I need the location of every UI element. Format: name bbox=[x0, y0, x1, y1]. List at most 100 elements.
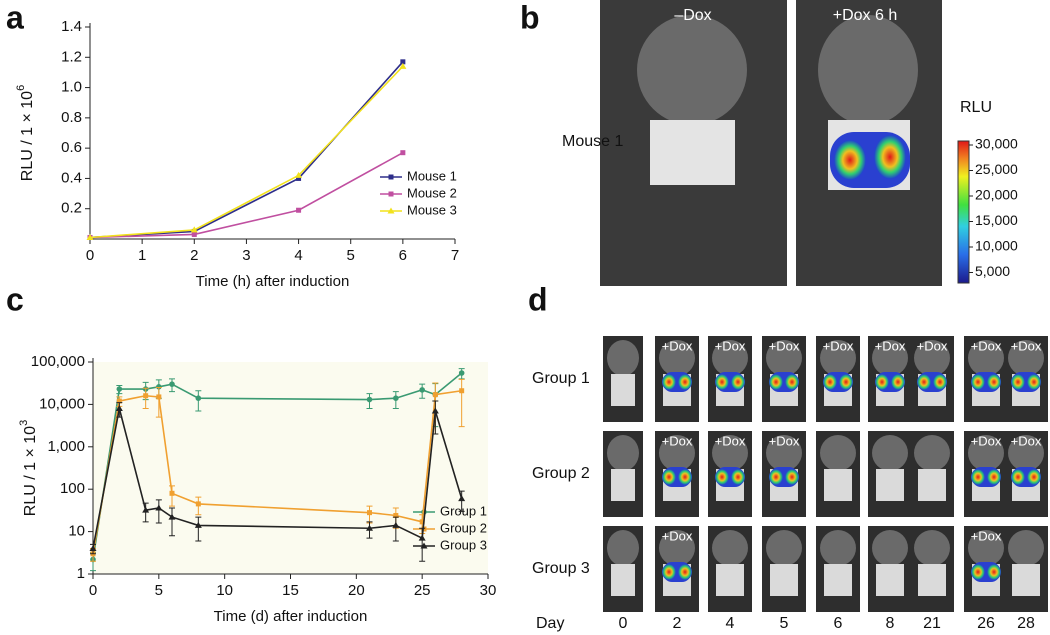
dox-label: +Dox bbox=[662, 433, 693, 448]
day-value: 0 bbox=[619, 615, 628, 632]
signal bbox=[769, 374, 783, 390]
point bbox=[142, 506, 150, 513]
point bbox=[89, 544, 97, 551]
mouse-head bbox=[872, 340, 908, 376]
dox-label: +Dox bbox=[769, 433, 800, 448]
x-tick-label: 10 bbox=[216, 582, 233, 599]
error-bar bbox=[392, 516, 399, 542]
x-tick-label: 1 bbox=[138, 247, 146, 264]
point bbox=[393, 395, 399, 402]
legend-label: Mouse 1 bbox=[407, 168, 457, 183]
panel-letter: a bbox=[6, 0, 24, 35]
signal bbox=[933, 374, 947, 390]
day-value: 8 bbox=[886, 615, 895, 632]
x-tick-label: 30 bbox=[480, 582, 497, 599]
day-value: 21 bbox=[923, 615, 941, 632]
point bbox=[296, 175, 302, 181]
series-line bbox=[89, 65, 404, 239]
signal bbox=[971, 374, 985, 390]
dox-label: +Dox bbox=[875, 338, 906, 353]
x-tick-label: 25 bbox=[414, 582, 431, 599]
row-label: Mouse 1 bbox=[562, 133, 623, 150]
mouse-head bbox=[820, 530, 856, 566]
mouse-belly bbox=[918, 564, 946, 596]
y-tick-label: 1,000 bbox=[47, 438, 85, 455]
error-bar bbox=[458, 378, 465, 428]
day-value: 5 bbox=[780, 615, 789, 632]
point bbox=[156, 384, 162, 390]
mouse-belly bbox=[918, 469, 946, 501]
mouse-head bbox=[766, 435, 802, 471]
mouse-tile: +Dox bbox=[1004, 431, 1048, 517]
mouse-head bbox=[914, 340, 950, 376]
x-tick-label: 15 bbox=[282, 582, 299, 599]
mouse-belly bbox=[716, 564, 744, 596]
mouse-belly bbox=[611, 374, 635, 406]
x-tick-label: 3 bbox=[242, 247, 250, 264]
y-axis-label-base: RLU / 1 × 10 bbox=[19, 91, 36, 181]
mouse-tile bbox=[816, 431, 860, 517]
mouse-tile: +Dox bbox=[964, 336, 1008, 422]
mouse-head bbox=[659, 340, 695, 376]
point bbox=[431, 407, 439, 414]
legend-label: Mouse 3 bbox=[407, 202, 457, 217]
y-tick-label: 0.8 bbox=[61, 109, 82, 126]
mouse-tile: +Dox bbox=[1004, 336, 1048, 422]
y-tick-label: 100,000 bbox=[31, 353, 85, 370]
error-bar bbox=[195, 516, 202, 542]
y-tick-label: 0.6 bbox=[61, 139, 82, 156]
mouse-tile: +Dox bbox=[910, 336, 954, 422]
column-label: –Dox bbox=[674, 7, 711, 24]
signal bbox=[662, 564, 676, 580]
mouse-tile: +Dox bbox=[708, 336, 752, 422]
legend-marker bbox=[387, 207, 395, 214]
mouse-tile: +Dox bbox=[655, 526, 699, 612]
y-tick-label: 10 bbox=[68, 523, 85, 540]
y-tick-label: 1 bbox=[77, 565, 85, 582]
mouse-head bbox=[607, 530, 639, 566]
chart: 0 1 2 3 4 5 6 7 0.2 0.4 0.6 0.8 1.0 1.2 1.4 Time (h) af… bbox=[15, 18, 459, 290]
mouse-tile bbox=[762, 526, 806, 612]
point bbox=[116, 386, 123, 392]
x-tick-label: 0 bbox=[89, 582, 97, 599]
mouse-head bbox=[914, 435, 950, 471]
signal bbox=[715, 469, 729, 485]
mouse-head bbox=[818, 15, 918, 125]
point bbox=[169, 381, 175, 387]
mouse-tile: +Dox bbox=[708, 431, 752, 517]
y-tick-label: 100 bbox=[60, 480, 85, 497]
mouse-head bbox=[968, 340, 1004, 376]
signal bbox=[769, 469, 783, 485]
chart: 0 5 10 15 20 25 30 1 10 100 1,000 10,000 100,000 Time… bbox=[18, 353, 496, 625]
y-tick-label: 1.2 bbox=[61, 48, 82, 65]
colorbar-tick-label: 5,000 bbox=[975, 263, 1010, 279]
mouse-head bbox=[659, 530, 695, 566]
signal bbox=[834, 140, 866, 180]
signal bbox=[731, 374, 745, 390]
dox-label: +Dox bbox=[917, 338, 948, 353]
y-tick-label: 10,000 bbox=[39, 395, 85, 412]
legend-marker bbox=[421, 526, 427, 532]
series-line bbox=[89, 61, 404, 239]
mouse-belly bbox=[611, 564, 635, 596]
mouse-tile: +Dox bbox=[762, 431, 806, 517]
signal bbox=[987, 374, 1001, 390]
error-bar bbox=[169, 507, 175, 537]
signal bbox=[785, 374, 799, 390]
dox-label: +Dox bbox=[971, 528, 1002, 543]
point bbox=[399, 62, 407, 69]
column-label: +Dox 6 h bbox=[833, 7, 897, 24]
day-value: 6 bbox=[834, 615, 843, 632]
mouse-head bbox=[968, 435, 1004, 471]
colorbar-tick-label: 30,000 bbox=[975, 136, 1018, 152]
mouse-tile: +Dox bbox=[964, 431, 1008, 517]
mouse-head bbox=[872, 435, 908, 471]
signal bbox=[785, 469, 799, 485]
point bbox=[419, 387, 425, 393]
mouse-head bbox=[712, 530, 748, 566]
mouse-head bbox=[820, 340, 856, 376]
colorbar bbox=[957, 140, 970, 284]
x-axis-label: Time (d) after induction bbox=[214, 608, 368, 625]
point bbox=[392, 521, 400, 528]
signal bbox=[839, 374, 853, 390]
